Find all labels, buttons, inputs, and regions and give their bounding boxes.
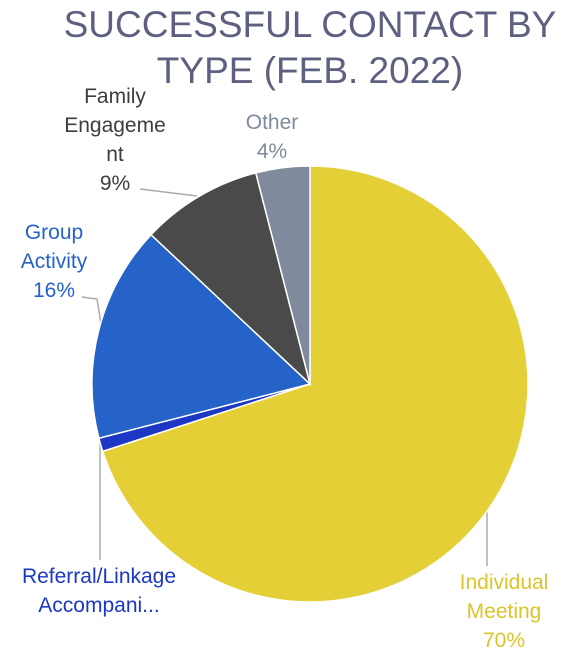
- category-label: Individual Meeting: [459, 571, 549, 623]
- slice-label: Family Engagement 9%: [62, 82, 168, 198]
- pie-slice: [150, 171, 312, 387]
- pie-slice: [101, 165, 529, 603]
- slice-label: Other 4%: [232, 108, 312, 166]
- pie-slice: [254, 165, 311, 385]
- value-label: 9%: [99, 172, 131, 195]
- leader-line: [139, 188, 198, 197]
- slice-label: Group Activity 16%: [8, 218, 100, 305]
- category-label: Referral/Linkage Accompani...: [21, 565, 177, 617]
- value-label: 70%: [482, 629, 526, 652]
- chart-title: SUCCESSFUL CONTACT BY TYPE (FEB. 2022): [63, 4, 557, 91]
- category-label: Family Engagement: [64, 85, 166, 166]
- slice-label: Individual Meeting 70%: [452, 568, 556, 655]
- value-label: 16%: [32, 279, 76, 302]
- value-label: 4%: [256, 140, 288, 163]
- pie-slice: [91, 233, 312, 440]
- slice-label: Referral/Linkage Accompani...: [14, 562, 184, 620]
- category-label: Group Activity: [20, 221, 88, 273]
- category-label: Other: [245, 111, 299, 134]
